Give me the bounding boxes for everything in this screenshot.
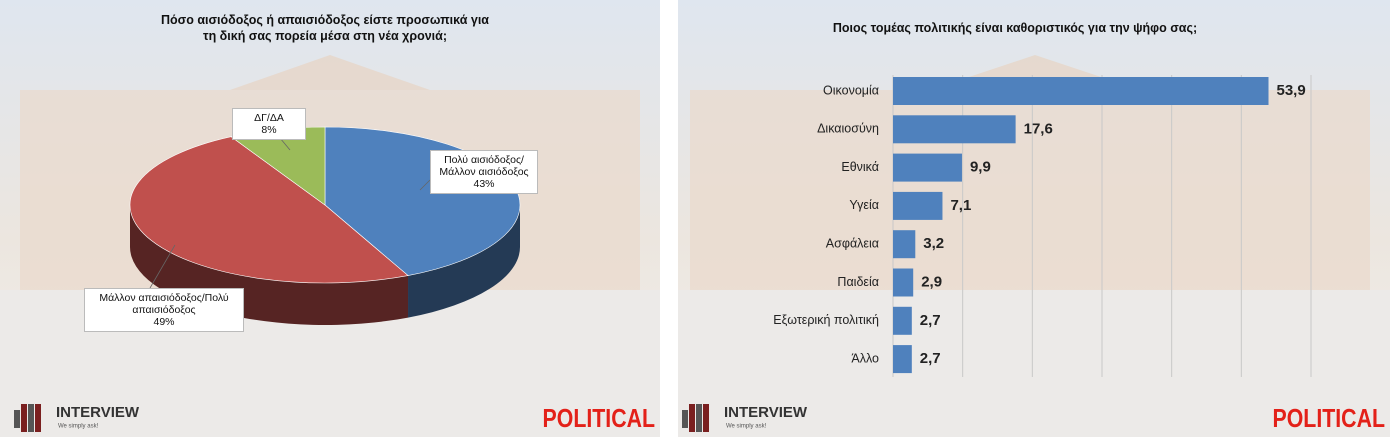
- footer: INTERVIEW We simply ask! POLITICAL: [14, 404, 655, 434]
- pie-label-value: 8%: [261, 124, 277, 136]
- pie-slice: [129, 136, 409, 284]
- logo-bar: [35, 404, 41, 432]
- category-label: Παιδεία: [837, 275, 879, 289]
- pie-label: Πολύ αισιόδοξος/Μάλλον αισιόδοξος 43%: [430, 150, 538, 194]
- value-label: 2,9: [921, 273, 942, 290]
- brand: POLITICAL: [543, 404, 655, 434]
- pie-label-name: ΔΓ/ΔΑ: [254, 112, 284, 124]
- leader-line: [149, 244, 176, 289]
- background-right: [678, 0, 1390, 437]
- bar: [893, 268, 914, 297]
- brand: POLITICAL: [1273, 404, 1385, 434]
- category-label: Οικονομία: [823, 83, 879, 97]
- pie-label-name: Πολύ αισιόδοξος/Μάλλον αισιόδοξος: [439, 154, 529, 178]
- footer: INTERVIEW We simply ask! POLITICAL: [682, 404, 1385, 434]
- leader-line: [279, 137, 291, 151]
- logo-bar: [14, 410, 20, 428]
- logo-bar: [28, 404, 34, 432]
- logo-bar: [696, 404, 702, 432]
- pie-label: ΔΓ/ΔΑ 8%: [232, 108, 306, 140]
- category-label: Δικαιοσύνη: [817, 122, 879, 136]
- pie-label-value: 43%: [473, 178, 495, 190]
- logo-tagline: We simply ask!: [726, 424, 767, 430]
- bar: [893, 115, 1016, 144]
- value-label: 17,6: [1024, 120, 1053, 137]
- bar: [893, 153, 962, 182]
- value-label: 7,1: [950, 197, 971, 214]
- category-label: Εθνικά: [841, 160, 879, 174]
- logo-text: INTERVIEW: [724, 404, 808, 421]
- pie-label: Μάλλον απαισιόδοξος/Πολύ απαισιόδοξος 49%: [84, 288, 244, 332]
- pie-label-name: Μάλλον απαισιόδοξος/Πολύ απαισιόδοξος: [99, 292, 229, 316]
- value-label: 2,7: [920, 350, 941, 367]
- logo-text: INTERVIEW: [56, 404, 140, 421]
- chart-title: Πόσο αισιόδοξος ή απαισιόδοξος είστε προ…: [161, 13, 489, 43]
- bar: [893, 345, 912, 374]
- logo-tagline: We simply ask!: [58, 424, 99, 430]
- chart-title: Ποιος τομέας πολιτικής είναι καθοριστικό…: [832, 21, 1198, 35]
- pie-label-value: 49%: [153, 316, 175, 328]
- category-label: Ασφάλεια: [826, 236, 879, 250]
- logo-bar: [21, 404, 27, 432]
- value-label: 53,9: [1277, 82, 1306, 99]
- logo-bar: [703, 404, 709, 432]
- category-label: Εξωτερική πολιτική: [773, 313, 879, 327]
- leader-line: [419, 179, 431, 191]
- category-label: Άλλο: [851, 351, 879, 365]
- bar: [893, 306, 912, 335]
- category-label: Υγεία: [849, 198, 879, 212]
- bar: [893, 77, 1269, 105]
- bar: [893, 230, 916, 259]
- bar: [893, 191, 943, 220]
- pie-slice-side: [408, 205, 520, 318]
- value-label: 2,7: [920, 312, 941, 329]
- logo-bar: [682, 410, 688, 428]
- value-label: 3,2: [923, 235, 944, 252]
- value-label: 9,9: [970, 159, 991, 176]
- logo-bar: [689, 404, 695, 432]
